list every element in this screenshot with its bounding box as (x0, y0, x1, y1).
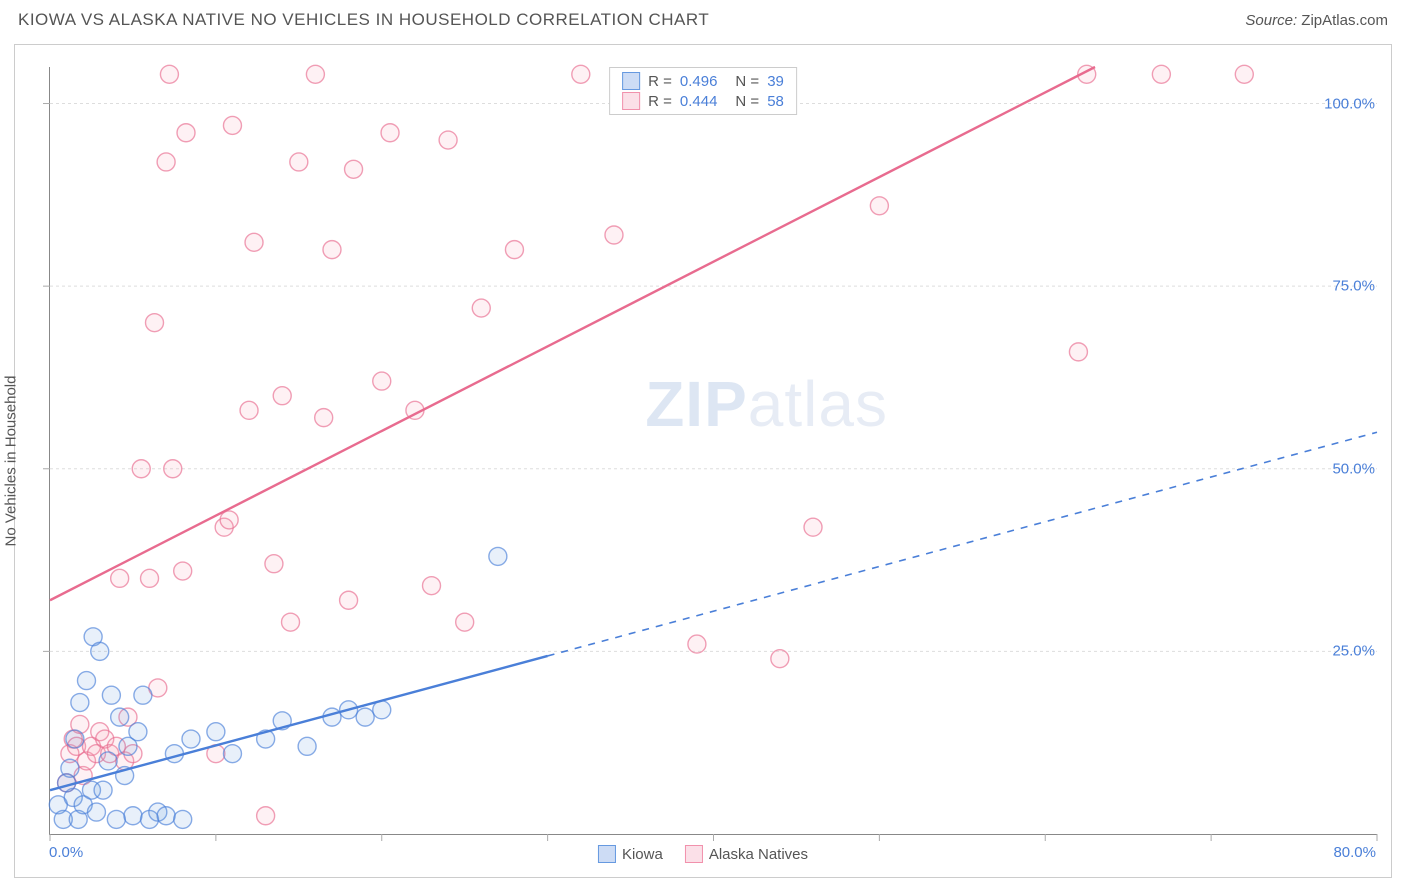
swatch-alaska (622, 92, 640, 110)
legend-label-kiowa: Kiowa (622, 846, 663, 863)
stat-n-value-alaska: 58 (767, 93, 784, 110)
source-label: Source: (1245, 12, 1297, 29)
y-tick-label: 100.0% (1324, 95, 1375, 112)
swatch-kiowa (622, 72, 640, 90)
stat-n-label: N = (735, 73, 759, 90)
y-tick-label: 75.0% (1332, 278, 1375, 295)
x-tick-label: 80.0% (1333, 844, 1376, 861)
legend-item-kiowa: Kiowa (598, 845, 663, 863)
stat-n-value-kiowa: 39 (767, 73, 784, 90)
stats-legend-box: R = 0.496 N = 39 R = 0.444 N = 58 (609, 67, 797, 115)
chart-container: No Vehicles in Household ZIPatlas R = 0.… (14, 44, 1392, 878)
stat-r-value-alaska: 0.444 (680, 93, 718, 110)
plot-area: ZIPatlas (49, 67, 1377, 835)
source-attribution: Source: ZipAtlas.com (1245, 12, 1388, 29)
scatter-plot-svg (50, 67, 1377, 834)
y-axis-label: No Vehicles in Household (3, 376, 20, 547)
legend-swatch-kiowa (598, 845, 616, 863)
stat-r-label: R = (648, 73, 672, 90)
chart-header: KIOWA VS ALASKA NATIVE NO VEHICLES IN HO… (0, 0, 1406, 38)
source-value: ZipAtlas.com (1301, 12, 1388, 29)
stats-row-kiowa: R = 0.496 N = 39 (622, 72, 784, 90)
legend-swatch-alaska (685, 845, 703, 863)
chart-title: KIOWA VS ALASKA NATIVE NO VEHICLES IN HO… (18, 10, 709, 30)
stat-n-label: N = (735, 93, 759, 110)
y-tick-label: 25.0% (1332, 643, 1375, 660)
x-tick-label: 0.0% (49, 844, 83, 861)
bottom-legend: Kiowa Alaska Natives (598, 845, 808, 863)
legend-label-alaska: Alaska Natives (709, 846, 808, 863)
stats-row-alaska: R = 0.444 N = 58 (622, 92, 784, 110)
stat-r-label: R = (648, 93, 672, 110)
y-tick-label: 50.0% (1332, 460, 1375, 477)
stat-r-value-kiowa: 0.496 (680, 73, 718, 90)
legend-item-alaska: Alaska Natives (685, 845, 808, 863)
